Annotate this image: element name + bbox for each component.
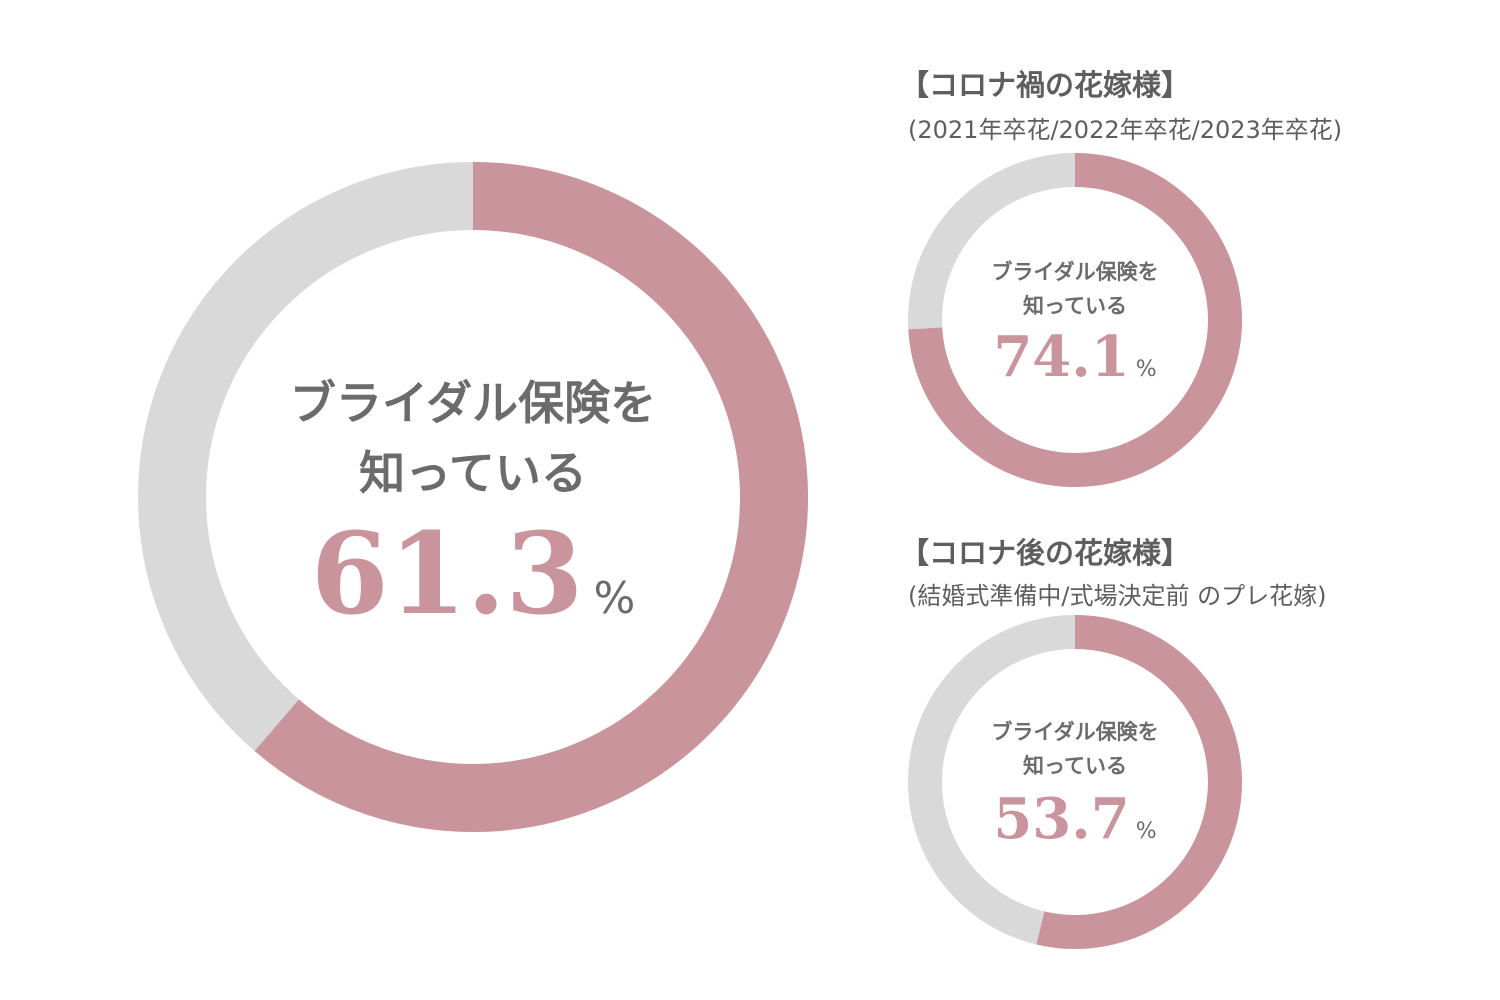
corona-during-donut-chart [908,153,1242,487]
corona-after-center-label: ブライダル保険を 知っている [955,715,1195,783]
corona-during-percentage-unit: % [1135,357,1157,382]
corona-during-label-line-1: ブライダル保険を [991,260,1159,284]
corona-after-label-line-1: ブライダル保険を [991,720,1159,744]
overall-center-label: ブライダル保険を 知っている [238,368,708,508]
corona-during-subtitle: (2021年卒花/2022年卒花/2023年卒花) [908,116,1343,144]
overall-percentage: 61.3% [238,510,708,640]
corona-during-center-label: ブライダル保険を 知っている [955,255,1195,323]
corona-during-title: 【コロナ禍の花嫁様】 [900,68,1191,102]
corona-after-percentage-value: 53.7 [993,786,1130,852]
overall-label-line-1: ブライダル保険を [289,376,657,430]
overall-percentage-unit: % [593,573,636,624]
corona-after-title: 【コロナ後の花嫁様】 [900,536,1191,570]
corona-after-percentage: 53.7% [955,784,1195,854]
overall-value-slice [254,162,808,832]
corona-after-donut-chart [908,615,1242,949]
corona-after-value-slice [1036,615,1242,949]
overall-percentage-value: 61.3 [310,509,584,640]
corona-during-percentage-value: 74.1 [993,324,1130,390]
overall-donut-chart [138,162,808,832]
overall-label-line-2: 知っている [359,446,587,500]
corona-during-percentage: 74.1% [955,322,1195,392]
corona-during-value-slice [908,153,1242,487]
corona-after-subtitle: (結婚式準備中/式場決定前 のプレ花嫁) [908,582,1327,610]
corona-during-label-line-2: 知っている [1023,294,1127,318]
corona-after-percentage-unit: % [1135,819,1157,844]
corona-after-label-line-2: 知っている [1023,754,1127,778]
